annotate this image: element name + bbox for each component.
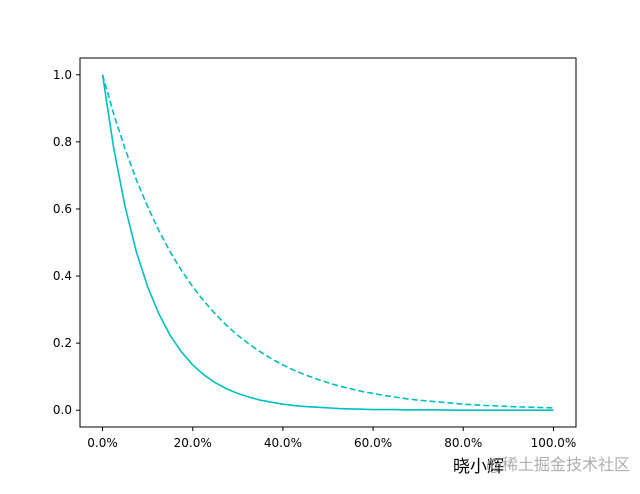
y-tick-label: 0.2 xyxy=(53,336,72,350)
watermark-author: 晓小辉 xyxy=(453,457,504,477)
y-tick-label: 0.8 xyxy=(53,135,72,149)
axes-frame xyxy=(79,57,577,428)
x-tick-label: 0.0% xyxy=(87,436,118,450)
x-tick-label: 40.0% xyxy=(264,436,302,450)
line-series xyxy=(101,74,554,409)
line-series xyxy=(101,74,554,412)
y-tick-label: 0.0 xyxy=(53,403,72,417)
y-tick-label: 0.6 xyxy=(53,202,72,216)
y-tick-label: 1.0 xyxy=(53,68,72,82)
x-tick-label: 60.0% xyxy=(354,436,392,450)
x-tick-label: 100.0% xyxy=(531,436,577,450)
y-tick-label: 0.4 xyxy=(53,269,72,283)
watermark-site: @稀土掘金技术社区 xyxy=(486,455,630,474)
x-tick-label: 80.0% xyxy=(444,436,482,450)
x-tick-label: 20.0% xyxy=(174,436,212,450)
